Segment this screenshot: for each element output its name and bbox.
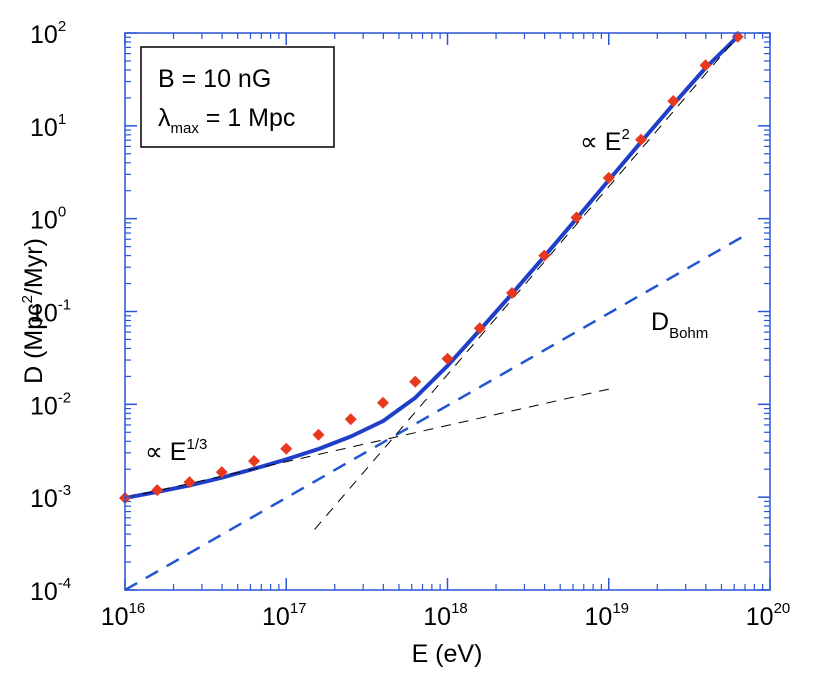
x-tick-label: 1019 bbox=[585, 600, 630, 631]
data-point-marker bbox=[731, 30, 744, 43]
legend-border bbox=[140, 46, 335, 148]
annotation-d-bohm: DBohm bbox=[651, 308, 708, 342]
legend-lambda-max: λmax = 1 Mpc bbox=[158, 104, 295, 137]
series-line-e-2-asymptote bbox=[314, 36, 739, 530]
y-axis-title: D (Mpc2/Myr) bbox=[19, 238, 48, 384]
series-line-d-fit- bbox=[124, 34, 740, 500]
y-tick-label: 101 bbox=[30, 111, 66, 142]
y-tick-label: 10-1 bbox=[30, 297, 71, 328]
axes bbox=[124, 32, 771, 591]
x-tick-label: 1017 bbox=[262, 600, 307, 631]
data-point-marker bbox=[409, 375, 422, 388]
data-point-marker bbox=[183, 476, 196, 489]
data-point-marker bbox=[506, 287, 519, 300]
data-point-marker bbox=[376, 396, 389, 409]
data-point-marker bbox=[441, 352, 454, 365]
data-point-marker bbox=[151, 484, 164, 497]
data-point-marker bbox=[248, 455, 261, 468]
y-tick-label: 10-2 bbox=[30, 389, 71, 420]
data-point-marker bbox=[538, 249, 551, 262]
x-tick-label: 1016 bbox=[101, 600, 146, 631]
series-lines bbox=[124, 34, 746, 592]
data-point-marker bbox=[570, 211, 583, 224]
legend-field-strength: B = 10 nG bbox=[158, 65, 271, 93]
data-point-marker bbox=[344, 413, 357, 426]
data-point-marker bbox=[667, 95, 680, 108]
y-tick-label: 10-4 bbox=[30, 575, 71, 606]
data-point-marker bbox=[602, 171, 615, 184]
data-point-marker bbox=[215, 466, 228, 479]
y-tick-label: 102 bbox=[30, 18, 66, 49]
data-point-marker bbox=[699, 59, 712, 72]
y-tick-label: 10-3 bbox=[30, 482, 71, 513]
y-tick-label: 100 bbox=[30, 204, 66, 235]
tick-labels: 1016 1017 1018 1019 1020 10-4 10-3 10-2 10-1 100 1… bbox=[30, 18, 790, 631]
x-tick-label: 1020 bbox=[746, 600, 791, 631]
x-tick-label: 1018 bbox=[423, 600, 468, 631]
annotation-e-one-third: ∝ E1/3 bbox=[145, 436, 207, 466]
x-axis-title: E (eV) bbox=[412, 640, 483, 668]
data-point-marker bbox=[473, 322, 486, 335]
data-point-marker bbox=[280, 442, 293, 455]
data-point-marker bbox=[635, 133, 648, 146]
legend-box: B = 10 nG λmax = 1 Mpc bbox=[140, 46, 335, 148]
annotation-e-squared: ∝ E2 bbox=[580, 126, 630, 156]
data-point-marker bbox=[312, 428, 325, 441]
